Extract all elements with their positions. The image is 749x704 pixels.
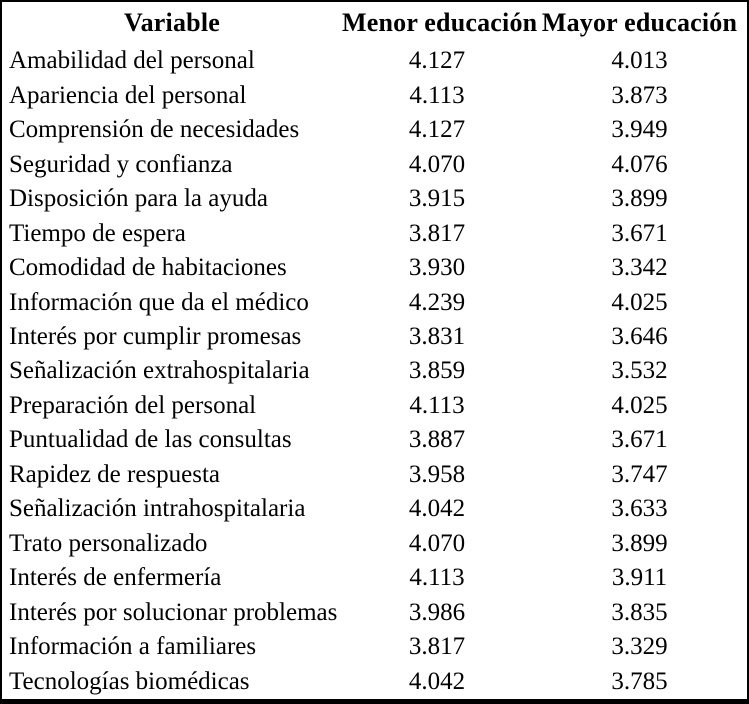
table-row: Señalización intrahospitalaria 4.042 3.633 — [2, 492, 747, 526]
table-row: Información que da el médico 4.239 4.025 — [2, 285, 747, 319]
menor-educacion-cell: 3.831 — [408, 322, 466, 350]
variable-cell: Rapidez de respuesta — [9, 460, 221, 488]
menor-educacion-cell: 3.930 — [408, 254, 466, 282]
variable-cell: Amabilidad del personal — [9, 47, 255, 75]
variable-cell: Comodidad de habitaciones — [9, 254, 287, 282]
variable-cell: Puntualidad de las consultas — [9, 426, 292, 454]
mayor-educacion-cell: 3.329 — [611, 633, 668, 661]
mayor-educacion-cell: 4.025 — [611, 288, 668, 316]
mayor-educacion-cell: 3.671 — [611, 219, 668, 247]
table-body: Amabilidad del personal 4.127 4.013 Aparien… — [2, 44, 747, 699]
table-row: Preparación del personal 4.113 4.025 — [2, 389, 747, 423]
mayor-educacion-cell: 3.646 — [611, 322, 668, 350]
menor-educacion-cell: 4.113 — [409, 81, 465, 109]
table-row: Disposición para la ayuda 3.915 3.899 — [2, 182, 747, 216]
menor-educacion-cell: 4.239 — [408, 288, 466, 316]
mayor-educacion-cell: 4.013 — [611, 47, 668, 75]
variable-cell: Seguridad y confianza — [9, 150, 233, 178]
variable-cell: Comprensión de necesidades — [9, 116, 300, 144]
variable-cell: Interés de enfermería — [9, 564, 222, 592]
table-row: Amabilidad del personal 4.127 4.013 — [2, 44, 747, 78]
table-row: Seguridad y confianza 4.070 4.076 — [2, 147, 747, 181]
variable-cell: Disposición para la ayuda — [9, 185, 268, 213]
menor-educacion-cell: 3.817 — [408, 219, 466, 247]
column-header-variable: Variable — [124, 8, 220, 37]
variable-cell: Trato personalizado — [9, 529, 208, 557]
table-row: Apariencia del personal 4.113 3.873 — [2, 78, 747, 112]
menor-educacion-cell: 3.915 — [408, 185, 466, 213]
menor-educacion-cell: 4.042 — [408, 667, 466, 695]
menor-educacion-cell: 4.070 — [408, 150, 466, 178]
mayor-educacion-cell: 3.911 — [611, 564, 668, 592]
menor-educacion-cell: 3.887 — [408, 426, 466, 454]
header-row: Variable Menor educación Mayor educación — [2, 2, 747, 44]
table-header: Variable Menor educación Mayor educación — [2, 2, 747, 44]
variable-cell: Tiempo de espera — [9, 219, 186, 247]
mayor-educacion-cell: 4.025 — [611, 391, 668, 419]
mayor-educacion-cell: 3.949 — [611, 116, 668, 144]
variable-cell: Información a familiares — [9, 633, 257, 661]
table-row: Interés por solucionar problemas 3.986 3.8… — [2, 596, 747, 630]
table-row: Información a familiares 3.817 3.329 — [2, 630, 747, 664]
mayor-educacion-cell: 3.633 — [611, 495, 668, 523]
menor-educacion-cell: 3.817 — [408, 633, 466, 661]
column-header-menor-educacion: Menor educación — [342, 8, 538, 37]
table-row: Señalización extrahospitalaria 3.859 3.532 — [2, 354, 747, 388]
variable-cell: Tecnologías biomédicas — [9, 667, 250, 695]
table-row: Puntualidad de las consultas 3.887 3.671 — [2, 423, 747, 457]
variable-cell: Interés por cumplir promesas — [9, 322, 302, 350]
mayor-educacion-cell: 3.342 — [611, 254, 668, 282]
column-header-mayor-educacion: Mayor educación — [541, 8, 738, 37]
mayor-educacion-cell: 3.671 — [611, 426, 668, 454]
table-row: Comodidad de habitaciones 3.930 3.342 — [2, 251, 747, 285]
variable-cell: Señalización extrahospitalaria — [9, 357, 310, 385]
menor-educacion-cell: 4.113 — [409, 564, 465, 592]
variable-cell: Señalización intrahospitalaria — [9, 495, 306, 523]
menor-educacion-cell: 4.113 — [409, 391, 465, 419]
mayor-educacion-cell: 3.899 — [611, 185, 668, 213]
table-row: Rapidez de respuesta 3.958 3.747 — [2, 458, 747, 492]
menor-educacion-cell: 3.958 — [408, 460, 466, 488]
menor-educacion-cell: 4.070 — [408, 529, 466, 557]
mayor-educacion-cell: 3.532 — [611, 357, 668, 385]
menor-educacion-cell: 3.986 — [408, 598, 466, 626]
mayor-educacion-cell: 3.899 — [611, 529, 668, 557]
table-row: Interés de enfermería 4.113 3.911 — [2, 561, 747, 595]
mayor-educacion-cell: 3.873 — [611, 81, 668, 109]
variable-cell: Preparación del personal — [9, 391, 257, 419]
mayor-educacion-cell: 3.835 — [611, 598, 668, 626]
mayor-educacion-cell: 3.747 — [611, 460, 668, 488]
menor-educacion-cell: 4.127 — [408, 116, 466, 144]
table-row: Interés por cumplir promesas 3.831 3.646 — [2, 320, 747, 354]
variable-cell: Información que da el médico — [9, 288, 309, 316]
table-row: Trato personalizado 4.070 3.899 — [2, 527, 747, 561]
table-row: Comprensión de necesidades 4.127 3.949 — [2, 113, 747, 147]
menor-educacion-cell: 3.859 — [408, 357, 466, 385]
menor-educacion-cell: 4.127 — [408, 47, 466, 75]
mayor-educacion-cell: 3.785 — [611, 667, 668, 695]
table-row: Tecnologías biomédicas 4.042 3.785 — [2, 664, 747, 699]
table-row: Tiempo de espera 3.817 3.671 — [2, 216, 747, 250]
mayor-educacion-cell: 4.076 — [611, 150, 668, 178]
variable-cell: Interés por solucionar problemas — [9, 598, 338, 626]
variable-cell: Apariencia del personal — [9, 81, 247, 109]
menor-educacion-cell: 4.042 — [408, 495, 466, 523]
